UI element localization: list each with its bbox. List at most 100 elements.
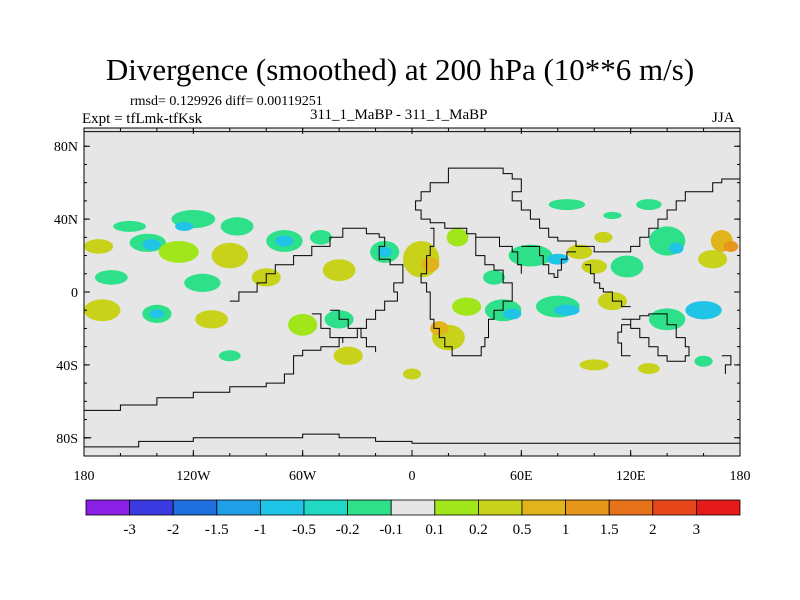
colorbar-label: -0.1 bbox=[379, 522, 403, 538]
colorbar-label: 0.5 bbox=[513, 522, 532, 538]
colorbar-label: 2 bbox=[649, 522, 657, 538]
colorbar-label: -0.2 bbox=[336, 522, 360, 538]
coastline bbox=[420, 167, 740, 253]
divergence-cell bbox=[220, 217, 254, 236]
divergence-cell bbox=[421, 257, 440, 272]
colorbar-label: -1 bbox=[254, 522, 267, 538]
colorbar-swatch bbox=[521, 499, 566, 516]
colorbar-label: -1.5 bbox=[205, 522, 229, 538]
coastline bbox=[330, 309, 377, 353]
divergence-cell bbox=[636, 199, 662, 211]
coastline bbox=[415, 200, 522, 274]
divergence-cell bbox=[446, 228, 469, 247]
colorbar-swatch bbox=[565, 499, 610, 516]
divergence-cell bbox=[94, 270, 128, 285]
divergence-cell bbox=[275, 235, 294, 247]
divergence-cell bbox=[333, 346, 363, 365]
divergence-cell bbox=[218, 350, 241, 362]
divergence-cell bbox=[113, 220, 146, 232]
divergence-cell bbox=[195, 310, 228, 329]
colorbar-swatch bbox=[434, 499, 479, 516]
divergence-cell bbox=[158, 240, 199, 263]
divergence-cell bbox=[610, 255, 644, 278]
colorbar-swatch bbox=[608, 499, 654, 516]
coastline bbox=[521, 245, 576, 278]
x-tick-label: 180 bbox=[74, 469, 95, 484]
plot-area bbox=[84, 128, 740, 456]
divergence-cell bbox=[694, 355, 713, 367]
x-axis: 180 120W 60W 0 60E 120E 180 bbox=[74, 128, 751, 484]
divergence-cell bbox=[698, 250, 728, 269]
colorbar-swatch bbox=[652, 499, 697, 516]
divergence-cell bbox=[288, 313, 318, 336]
colorbar-label: -3 bbox=[123, 522, 136, 538]
divergence-cell bbox=[322, 259, 356, 282]
y-tick-label: 40N bbox=[54, 213, 78, 228]
colorbar-swatch bbox=[347, 499, 392, 516]
divergence-cell bbox=[149, 309, 165, 319]
x-tick-label: 120E bbox=[616, 469, 646, 484]
divergence-cell bbox=[546, 253, 569, 265]
divergence-cell bbox=[377, 246, 392, 258]
divergence-cell bbox=[508, 244, 553, 267]
experiment-label: Expt = tfLmk-tfKsk bbox=[82, 111, 203, 127]
divergence-cell bbox=[175, 221, 194, 231]
season-label: JJA bbox=[712, 110, 735, 126]
colorbar-swatch bbox=[129, 499, 174, 516]
x-tick-label: 180 bbox=[730, 469, 751, 484]
colorbar-swatch bbox=[696, 499, 741, 516]
colorbar: -3 -2 -1.5 -1 -0.5 -0.2 -0.1 0.1 0.2 0.5 1 1.5 2 3 bbox=[85, 499, 741, 538]
y-tick-label: 80N bbox=[54, 140, 78, 155]
chart-title: Divergence (smoothed) at 200 hPa (10**6 … bbox=[105, 52, 695, 87]
coastline bbox=[721, 355, 732, 374]
divergence-cell bbox=[452, 297, 482, 316]
divergence-cell bbox=[483, 270, 505, 285]
divergence-cell bbox=[566, 244, 593, 260]
divergence-cell bbox=[581, 259, 607, 274]
divergence-cell bbox=[548, 199, 586, 211]
colorbar-label: -2 bbox=[167, 522, 180, 538]
divergence-cell bbox=[685, 301, 722, 320]
divergence-cell bbox=[402, 368, 422, 380]
coastline bbox=[84, 227, 404, 420]
colorbar-label: -0.5 bbox=[292, 522, 316, 538]
colorbar-swatch bbox=[85, 499, 130, 516]
chart-subtitle: 311_1_MaBP - 311_1_MaBP bbox=[310, 107, 488, 123]
colorbar-swatch bbox=[477, 499, 523, 516]
divergence-cell bbox=[723, 240, 739, 252]
x-tick-label: 0 bbox=[409, 469, 416, 484]
x-tick-label: 60W bbox=[289, 469, 317, 484]
colorbar-label: 0.1 bbox=[425, 522, 444, 538]
divergence-cell bbox=[603, 211, 622, 220]
colorbar-swatch bbox=[216, 499, 261, 516]
coastline bbox=[311, 313, 344, 343]
divergence-cell bbox=[579, 359, 609, 371]
divergence-cell bbox=[84, 299, 121, 322]
divergence-cell bbox=[503, 308, 522, 320]
divergence-cell bbox=[84, 239, 114, 254]
divergence-cell bbox=[554, 304, 580, 316]
colorbar-label: 1.5 bbox=[600, 522, 619, 538]
divergence-cell bbox=[142, 239, 161, 251]
divergence-cell bbox=[184, 273, 221, 292]
divergence-cell bbox=[211, 242, 248, 269]
divergence-cell bbox=[309, 230, 332, 245]
colorbar-label: 1 bbox=[562, 522, 570, 538]
stats-text: rmsd= 0.129926 diff= 0.00119251 bbox=[130, 94, 323, 109]
y-tick-label: 80S bbox=[56, 432, 78, 447]
x-tick-label: 120W bbox=[176, 469, 211, 484]
divergence-cell bbox=[594, 231, 613, 243]
colorbar-swatch bbox=[172, 499, 218, 516]
colorbar-swatch bbox=[259, 499, 305, 516]
divergence-cell bbox=[668, 242, 684, 254]
y-tick-label: 0 bbox=[71, 286, 78, 301]
coastline bbox=[84, 433, 740, 448]
colorbar-label: 3 bbox=[693, 522, 701, 538]
coastline bbox=[585, 264, 631, 308]
colorbar-swatch bbox=[303, 499, 348, 516]
x-tick-label: 60E bbox=[510, 469, 533, 484]
divergence-cell bbox=[637, 363, 660, 374]
colorbar-label: 0.2 bbox=[469, 522, 488, 538]
y-tick-label: 40S bbox=[56, 359, 78, 374]
